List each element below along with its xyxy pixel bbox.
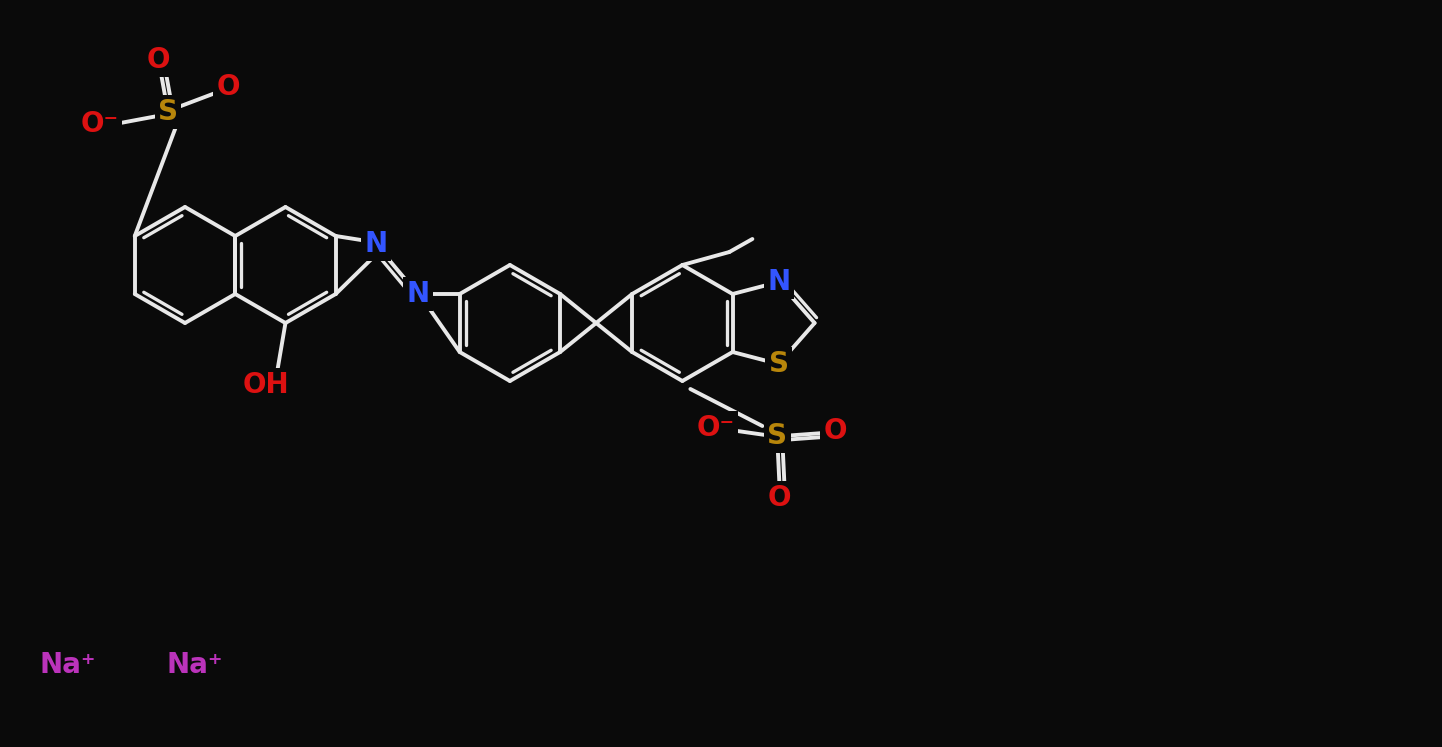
Text: S: S — [769, 350, 789, 378]
Text: N: N — [365, 230, 388, 258]
Text: S: S — [767, 422, 787, 450]
Text: N: N — [767, 268, 790, 296]
Text: S: S — [159, 98, 177, 126]
Text: N: N — [407, 280, 430, 308]
Text: Na⁺: Na⁺ — [40, 651, 97, 679]
Text: O⁻: O⁻ — [696, 414, 734, 442]
Text: O: O — [216, 73, 239, 101]
Text: Na⁺: Na⁺ — [167, 651, 224, 679]
Text: O: O — [146, 46, 170, 74]
Text: O: O — [767, 484, 792, 512]
Text: O⁻: O⁻ — [81, 110, 120, 138]
Text: OH: OH — [242, 371, 288, 399]
Text: O: O — [823, 417, 846, 445]
